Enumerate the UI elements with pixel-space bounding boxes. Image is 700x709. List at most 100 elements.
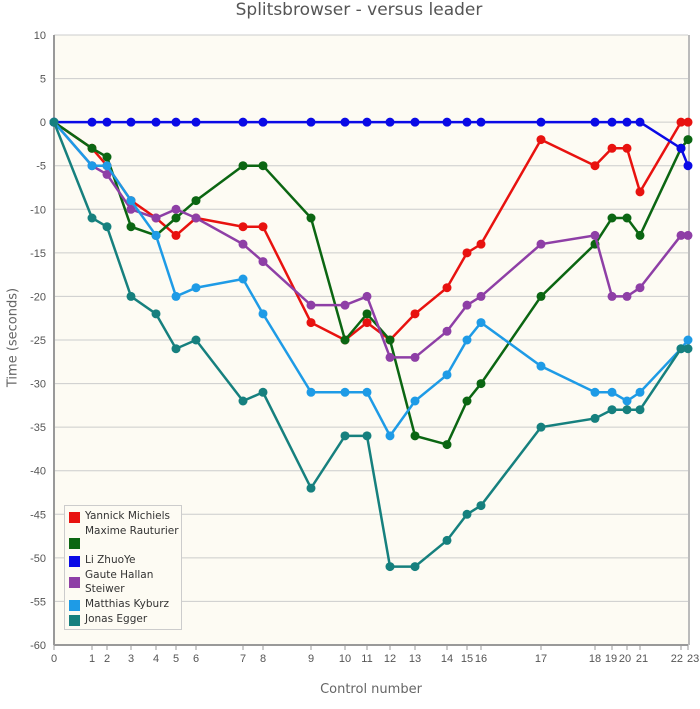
- data-point: [462, 248, 472, 258]
- y-tick-label: -50: [30, 553, 46, 565]
- chart-title: Splitsbrowser - versus leader: [235, 0, 483, 20]
- data-point: [410, 562, 420, 572]
- data-point: [607, 387, 617, 397]
- data-point: [622, 291, 632, 301]
- data-point: [171, 230, 181, 240]
- legend-swatch: [69, 577, 80, 588]
- data-point: [683, 135, 693, 145]
- data-point: [635, 387, 645, 397]
- data-point: [442, 117, 452, 127]
- data-point: [362, 117, 372, 127]
- data-point: [683, 230, 693, 240]
- data-point: [410, 396, 420, 406]
- data-point: [340, 335, 350, 345]
- x-tick-label: 23: [687, 653, 699, 665]
- y-tick-label: -45: [30, 509, 46, 521]
- x-tick-label: 6: [193, 653, 199, 665]
- x-tick-label: 0: [51, 653, 57, 665]
- data-point: [442, 370, 452, 380]
- data-point: [410, 431, 420, 441]
- data-point: [635, 230, 645, 240]
- x-tick-label: 16: [475, 653, 487, 665]
- data-point: [590, 413, 600, 423]
- y-tick-label: -60: [30, 640, 46, 652]
- data-point: [476, 318, 486, 328]
- y-tick-label: -5: [36, 161, 46, 173]
- data-point: [306, 318, 316, 328]
- y-tick-label: -35: [30, 422, 46, 434]
- data-point: [238, 117, 248, 127]
- legend: Yannick Michiels Maxime Rauturier Li ZhuoY…: [64, 505, 182, 630]
- data-point: [362, 387, 372, 397]
- data-point: [622, 117, 632, 127]
- legend-item[interactable]: Gaute Hallan Steiwer: [67, 568, 179, 596]
- x-tick-label: 9: [308, 653, 314, 665]
- legend-item[interactable]: Yannick Michiels: [67, 509, 179, 523]
- legend-item[interactable]: Li ZhuoYe: [67, 553, 179, 567]
- data-point: [683, 117, 693, 127]
- y-tick-label: 0: [40, 117, 46, 129]
- data-point: [171, 291, 181, 301]
- data-point: [87, 213, 97, 223]
- data-point: [258, 387, 268, 397]
- data-point: [102, 152, 112, 162]
- data-point: [622, 405, 632, 415]
- data-point: [385, 431, 395, 441]
- data-point: [258, 222, 268, 232]
- data-point: [126, 196, 136, 206]
- data-point: [306, 387, 316, 397]
- data-point: [476, 379, 486, 389]
- data-point: [476, 117, 486, 127]
- legend-swatch: [69, 615, 80, 626]
- data-point: [126, 117, 136, 127]
- data-point: [622, 143, 632, 153]
- data-point: [102, 222, 112, 232]
- data-point: [306, 117, 316, 127]
- x-tick-label: 7: [240, 653, 246, 665]
- legend-label: Jonas Egger: [85, 613, 148, 625]
- data-point: [238, 274, 248, 284]
- data-point: [442, 326, 452, 336]
- data-point: [362, 291, 372, 301]
- data-point: [102, 161, 112, 171]
- data-point: [171, 344, 181, 354]
- data-point: [536, 361, 546, 371]
- x-tick-label: 11: [361, 653, 372, 665]
- data-point: [442, 283, 452, 293]
- data-point: [306, 483, 316, 493]
- legend-item[interactable]: Jonas Egger: [67, 612, 179, 626]
- data-point: [126, 204, 136, 214]
- data-point: [622, 396, 632, 406]
- data-point: [683, 335, 693, 345]
- data-point: [536, 291, 546, 301]
- legend-label: Matthias Kyburz: [85, 598, 170, 610]
- data-point: [676, 230, 686, 240]
- x-tick-label: 14: [441, 653, 453, 665]
- data-point: [171, 117, 181, 127]
- y-tick-label: -30: [30, 379, 46, 391]
- x-tick-label: 5: [173, 653, 179, 665]
- data-point: [258, 257, 268, 267]
- data-point: [102, 117, 112, 127]
- legend-item[interactable]: Matthias Kyburz: [67, 597, 179, 611]
- data-point: [151, 309, 161, 319]
- data-point: [590, 117, 600, 127]
- data-point: [462, 300, 472, 310]
- x-tick-label: 13: [409, 653, 421, 665]
- data-point: [238, 396, 248, 406]
- data-point: [590, 230, 600, 240]
- legend-item[interactable]: Maxime Rauturier: [67, 524, 179, 552]
- data-point: [536, 239, 546, 249]
- data-point: [340, 387, 350, 397]
- data-point: [635, 117, 645, 127]
- data-point: [258, 161, 268, 171]
- x-tick-label: 15: [461, 653, 473, 665]
- data-point: [340, 117, 350, 127]
- x-tick-label: 1: [89, 653, 95, 665]
- data-point: [683, 344, 693, 354]
- data-point: [476, 501, 486, 511]
- x-tick-label: 8: [260, 653, 266, 665]
- data-point: [258, 309, 268, 319]
- data-point: [536, 422, 546, 432]
- x-tick-label: 19: [605, 653, 617, 665]
